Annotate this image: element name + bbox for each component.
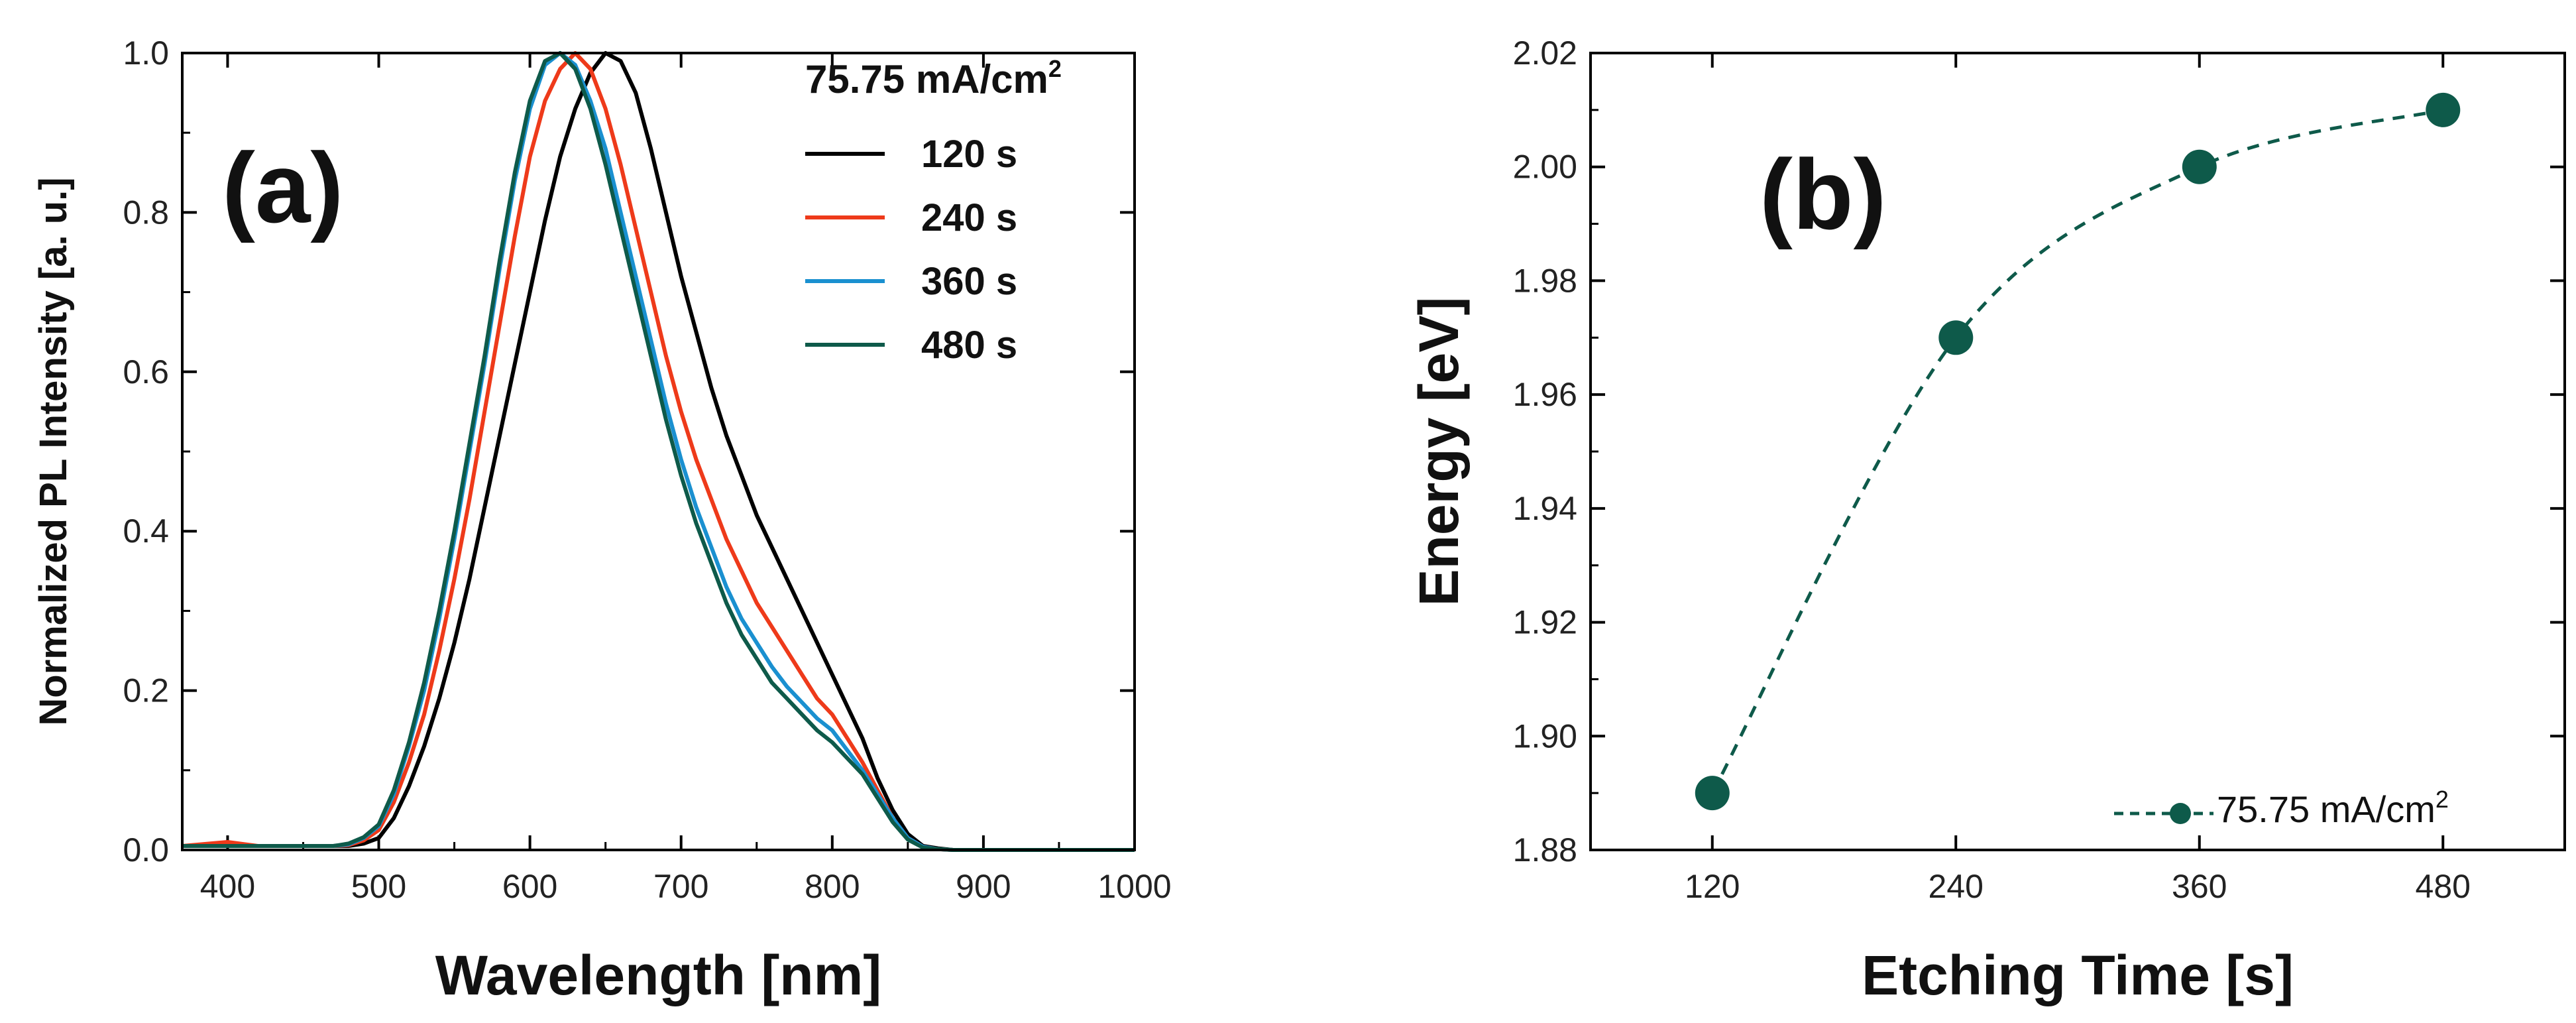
panel-b-plot-frame (1589, 52, 2566, 851)
panel-b-y-tick-label: 1.94 (1513, 490, 1577, 527)
panel-b-label: (b) (1760, 139, 1887, 250)
panel-a-series-line-1 (182, 51, 1135, 852)
panel-b-series-line (1710, 108, 2443, 794)
panel-a-y-tick-label: 1.0 (123, 34, 169, 72)
panel-a-x-tick-label: 500 (351, 868, 406, 905)
panel-b-legend-marker (2170, 803, 2191, 824)
panel-a-y-tick-label: 0.6 (123, 353, 169, 391)
panel-b-y-tick-label: 1.98 (1513, 262, 1577, 299)
panel-a-x-tick-label: 1000 (1097, 868, 1171, 905)
panel-a-legend-title: 75.75 mA/cm2 (805, 55, 1062, 101)
panel-b-tick-labels: 120 240 360 480 1.88 1.90 1.92 1.94 1.96 1.98 2.00… (1513, 34, 2471, 905)
panel-a: 400 500 600 700 800 900 1000 0.0 0.2 0.4 0.6 0.8 1.0… (32, 34, 1172, 1006)
panel-b-x-axis-title: Etching Time [s] (1862, 944, 2294, 1006)
panel-a-series-line-4 (182, 51, 1135, 852)
panel-b-ticks (1591, 52, 2565, 851)
panel-a-legend-label-4: 480 s (921, 324, 1017, 367)
panel-a-label: (a) (222, 132, 343, 243)
panel-a-x-tick-label: 600 (502, 868, 557, 905)
panel-b-y-tick-label: 1.92 (1513, 604, 1577, 641)
panel-a-y-axis-title: Normalized PL Intensity [a. u.] (32, 177, 75, 725)
panel-b-data-point-480 (2426, 92, 2461, 127)
panel-b-x-tick-label: 120 (1685, 868, 1740, 905)
panel-b-legend: 75.75 mA/cm2 (2114, 786, 2449, 830)
panel-b-y-tick-label: 1.90 (1513, 717, 1577, 754)
panel-b-data-point-120 (1695, 776, 1730, 811)
panel-a-y-tick-label: 0.4 (123, 512, 169, 550)
panel-a-legend-title-text: 75.75 mA/cm (805, 57, 1048, 101)
panel-b-x-tick-label: 480 (2416, 868, 2471, 905)
panel-a-x-tick-label: 400 (200, 868, 255, 905)
panel-b-y-axis-title: Energy [eV] (1408, 297, 1470, 607)
panel-a-legend-title-sup: 2 (1048, 55, 1062, 82)
panel-b-x-tick-label: 240 (1929, 868, 1984, 905)
panel-a-plot-frame (181, 52, 1136, 851)
panel-b-y-tick-label: 2.00 (1513, 149, 1577, 186)
panel-a-legend-label-2: 240 s (921, 196, 1017, 239)
panel-a-series-line-2 (182, 51, 1135, 852)
panel-a-tick-labels: 400 500 600 700 800 900 1000 0.0 0.2 0.4 0.6 0.8 1.0 (123, 34, 1171, 905)
panel-b-data-point-240 (1938, 320, 1974, 355)
panel-b-data-point-360 (2182, 149, 2217, 184)
panel-b-y-tick-label: 1.96 (1513, 376, 1577, 413)
panel-b-y-tick-label: 2.02 (1513, 34, 1577, 72)
panel-b-x-tick-label: 360 (2172, 868, 2227, 905)
panel-a-x-axis-title: Wavelength [nm] (435, 944, 882, 1006)
panel-a-x-tick-label: 900 (956, 868, 1011, 905)
panel-a-y-tick-label: 0.2 (123, 672, 169, 709)
panel-b-y-tick-label: 1.88 (1513, 831, 1577, 869)
panel-a-y-tick-label: 0.0 (123, 831, 169, 869)
panel-a-legend-label-3: 360 s (921, 260, 1017, 303)
panel-b-legend-label: 75.75 mA/cm2 (2217, 786, 2449, 830)
panel-b-legend-label-sup: 2 (2436, 786, 2449, 813)
panel-b-series-group (1695, 92, 2461, 811)
panel-a-legend: 75.75 mA/cm2 120 s 240 s 360 s 480 s (805, 55, 1062, 367)
panel-b: 120 240 360 480 1.88 1.90 1.92 1.94 1.96 1.98 2.00… (1408, 34, 2566, 1006)
panel-a-y-tick-label: 0.8 (123, 194, 169, 231)
panel-a-x-tick-label: 800 (805, 868, 860, 905)
panel-b-legend-label-text: 75.75 mA/cm (2217, 788, 2436, 830)
panel-a-legend-label-1: 120 s (921, 133, 1017, 176)
panel-a-series-group (182, 51, 1135, 852)
panel-a-x-tick-label: 700 (653, 868, 708, 905)
